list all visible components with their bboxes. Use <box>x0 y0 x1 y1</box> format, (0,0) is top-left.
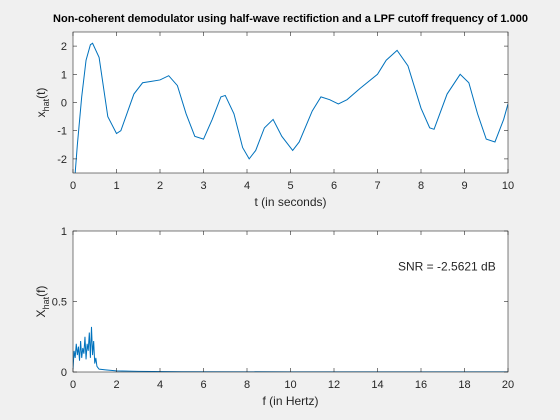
x-axis-label: f (in Hertz) <box>262 394 318 408</box>
x-axis-label: t (in seconds) <box>254 195 326 209</box>
x-tick-label: 6 <box>200 379 206 391</box>
x-tick-label: 0 <box>70 180 76 192</box>
x-tick-label: 12 <box>328 379 340 391</box>
y-tick-label: 0 <box>61 98 67 110</box>
y-label-base: X <box>34 309 48 317</box>
x-tick-label: 9 <box>461 180 467 192</box>
x-tick-label: 10 <box>502 180 514 192</box>
plot-area <box>73 32 508 173</box>
chart-title: Non-coherent demodulator using half-wave… <box>53 13 528 25</box>
y-label-sub: hat <box>41 296 51 309</box>
y-label-sub: hat <box>41 98 51 111</box>
x-tick-label: 7 <box>374 180 380 192</box>
x-tick-label: 5 <box>287 180 293 192</box>
y-tick-label: 0.5 <box>52 297 67 309</box>
y-tick-label: -2 <box>57 154 67 166</box>
x-tick-label: 18 <box>458 379 470 391</box>
x-tick-label: 1 <box>113 180 119 192</box>
y-label-rest: (f) <box>34 286 48 297</box>
data-line <box>73 326 508 372</box>
x-tick-label: 0 <box>70 379 76 391</box>
y-label-base: x <box>34 111 48 117</box>
y-label-rest: (t) <box>34 88 48 99</box>
x-tick-label: 10 <box>284 379 296 391</box>
x-tick-label: 2 <box>157 180 163 192</box>
x-tick-label: 3 <box>200 180 206 192</box>
y-axis-label: xhat(t) <box>34 88 51 118</box>
x-tick-label: 4 <box>244 180 250 192</box>
y-axis-label: Xhat(f) <box>34 286 51 318</box>
y-tick-label: -1 <box>57 126 67 138</box>
x-tick-label: 6 <box>331 180 337 192</box>
x-tick-label: 16 <box>415 379 427 391</box>
x-tick-label: 8 <box>418 180 424 192</box>
y-tick-label: 2 <box>61 41 67 53</box>
x-tick-label: 2 <box>113 379 119 391</box>
x-tick-label: 8 <box>244 379 250 391</box>
x-tick-label: 14 <box>371 379 383 391</box>
data-line <box>74 42 508 173</box>
y-tick-label: 1 <box>61 69 67 81</box>
plot-area <box>73 231 508 372</box>
y-tick-label: 0 <box>61 367 67 379</box>
annotation: SNR = -2.5621 dB <box>398 259 496 273</box>
x-tick-label: 20 <box>502 379 514 391</box>
y-tick-label: 1 <box>61 226 67 238</box>
x-tick-label: 4 <box>157 379 163 391</box>
